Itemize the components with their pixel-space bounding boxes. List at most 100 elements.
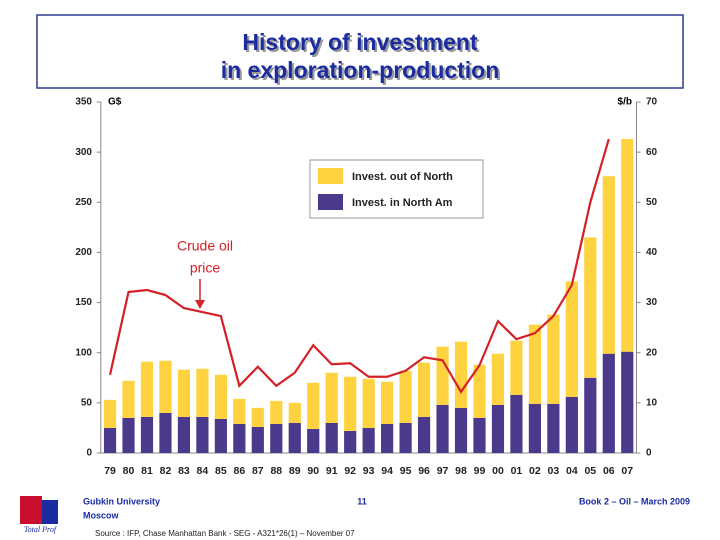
bar: [491, 353, 505, 405]
annotation: price: [190, 260, 221, 276]
y-tick-label: 50: [81, 397, 93, 408]
x-tick-label: 03: [548, 465, 560, 477]
bar: [417, 362, 431, 417]
bar: [528, 403, 541, 453]
bar: [602, 176, 615, 354]
bar: [528, 324, 541, 404]
arrow-head: [195, 300, 205, 309]
x-tick-label: 92: [344, 465, 356, 477]
bar: [214, 418, 227, 453]
legend-label: Invest. in North Am: [352, 197, 453, 209]
title-shadow: History of investment: [244, 31, 479, 57]
title-line: History of investment: [242, 29, 477, 55]
bar: [196, 368, 209, 417]
bar: [140, 416, 154, 453]
y2-tick-label: 0: [646, 448, 652, 459]
bar: [344, 430, 357, 453]
title-line: in exploration-production: [221, 57, 500, 83]
y-axis-label: G$: [108, 97, 122, 108]
bar: [196, 416, 209, 453]
bar: [491, 404, 505, 453]
bar: [270, 400, 283, 424]
bar: [325, 372, 338, 423]
y-tick-label: 200: [75, 247, 92, 258]
bar: [621, 139, 634, 352]
y-tick-label: 100: [75, 347, 92, 358]
x-tick-label: 83: [178, 465, 190, 477]
legend-swatch: [318, 168, 343, 184]
bar: [344, 376, 357, 431]
x-tick-label: 95: [400, 465, 412, 477]
x-tick-label: 98: [455, 465, 467, 477]
source: Source : IFP, Chase Manhattan Bank - SEG…: [95, 529, 355, 538]
bar: [251, 426, 264, 453]
x-tick-label: 04: [566, 465, 578, 477]
bar: [399, 370, 412, 423]
x-tick-label: 94: [381, 465, 393, 477]
x-tick-label: 89: [289, 465, 301, 477]
bar: [233, 398, 246, 424]
y2-tick-label: 20: [646, 347, 658, 358]
y2-tick-label: 70: [646, 97, 658, 108]
bar: [436, 404, 449, 453]
org: Moscow: [83, 510, 120, 520]
y2-tick-label: 30: [646, 297, 658, 308]
x-tick-label: 97: [437, 465, 449, 477]
x-tick-label: 87: [252, 465, 264, 477]
y-tick-label: 0: [86, 448, 92, 459]
bar: [510, 394, 523, 453]
bar: [417, 416, 431, 453]
x-tick-label: 99: [474, 465, 486, 477]
x-tick-label: 07: [621, 465, 633, 477]
annotation: Crude oil: [177, 238, 233, 254]
bar: [362, 427, 375, 453]
bar: [584, 377, 597, 453]
x-tick-label: 85: [215, 465, 227, 477]
bar: [140, 361, 154, 417]
x-tick-label: 79: [104, 465, 116, 477]
x-tick-label: 86: [233, 465, 245, 477]
bar: [473, 364, 486, 418]
bar: [584, 237, 597, 378]
bar: [436, 346, 449, 405]
logo-text: Total Prof: [24, 525, 58, 534]
bar: [122, 380, 135, 418]
bar: [214, 374, 227, 419]
bar: [159, 412, 172, 453]
bar: [177, 369, 191, 417]
bar: [565, 281, 578, 397]
bar: [159, 360, 172, 413]
bar: [177, 416, 191, 453]
bar: [454, 407, 468, 453]
bar: [288, 422, 301, 453]
bar: [362, 378, 375, 428]
bar: [565, 396, 578, 453]
bar: [103, 427, 117, 453]
bar: [602, 353, 615, 453]
title-box: [36, 14, 684, 89]
bar: [103, 399, 117, 428]
logo: [20, 496, 42, 524]
y-tick-label: 300: [75, 147, 92, 158]
legend-swatch: [318, 194, 343, 210]
x-tick-label: 02: [529, 465, 541, 477]
x-tick-label: 82: [160, 465, 172, 477]
bar: [547, 314, 560, 404]
x-tick-label: 93: [363, 465, 375, 477]
bar: [381, 423, 394, 453]
bar: [270, 423, 283, 453]
bar: [325, 422, 338, 453]
bar: [473, 417, 486, 453]
y2-tick-label: 10: [646, 397, 658, 408]
book: Book 2 – Oil – March 2009: [579, 496, 690, 506]
bar: [547, 403, 560, 453]
bar: [399, 422, 412, 453]
page-number: 11: [357, 496, 367, 506]
x-tick-label: 91: [326, 465, 338, 477]
y-tick-label: 350: [75, 97, 92, 108]
bar: [251, 407, 264, 427]
logo: [42, 500, 58, 524]
x-tick-label: 00: [492, 465, 504, 477]
y-tick-label: 150: [75, 297, 92, 308]
